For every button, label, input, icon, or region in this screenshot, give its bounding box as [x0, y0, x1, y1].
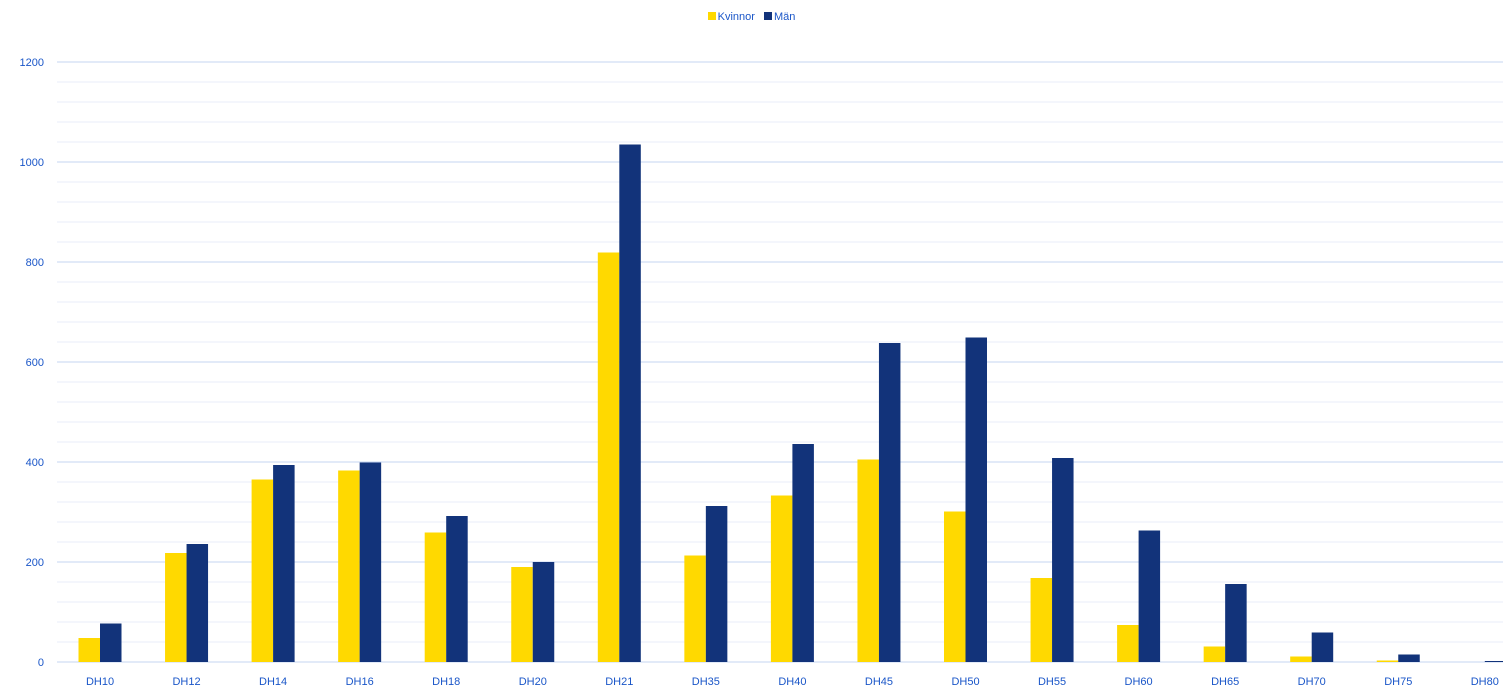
- y-tick-label: 1000: [20, 157, 44, 169]
- bars: [78, 144, 1503, 662]
- bar-kvinnor-dh45: [857, 459, 879, 662]
- bar-man-dh10: [100, 623, 122, 662]
- bar-man-dh40: [792, 444, 814, 662]
- bar-man-dh20: [532, 562, 555, 662]
- bar-man-dh45: [878, 343, 901, 662]
- x-tick-label: DH45: [865, 676, 893, 687]
- bar-man-dh60: [1138, 530, 1161, 662]
- x-tick-label: DH50: [951, 676, 979, 687]
- x-tick-label: DH80: [1471, 676, 1499, 687]
- x-tick-label: DH18: [432, 676, 460, 687]
- bar-man-dh55: [1052, 458, 1074, 662]
- legend-swatch-kvinnor: [707, 12, 716, 20]
- bar-kvinnor-dh12: [165, 553, 187, 662]
- y-tick-label: 600: [26, 357, 44, 369]
- bar-kvinnor-dh65: [1203, 646, 1226, 662]
- legend-label-man: Män: [773, 11, 796, 23]
- x-tick-label: DH20: [519, 676, 547, 687]
- y-tick-label: 800: [26, 257, 44, 269]
- gridlines: [57, 61, 1503, 663]
- bar-man-dh14: [273, 465, 295, 662]
- x-tick-label: DH16: [346, 676, 374, 687]
- x-tick-label: DH40: [778, 676, 806, 687]
- y-tick-label: 200: [26, 557, 44, 569]
- bar-kvinnor-dh10: [78, 638, 100, 662]
- legend: Kvinnor Män: [0, 11, 1503, 23]
- legend-item-man: Män: [763, 11, 796, 23]
- bar-man-dh35: [705, 506, 728, 662]
- bar-kvinnor-dh16: [338, 470, 360, 662]
- y-tick-label: 0: [38, 657, 44, 669]
- bar-kvinnor-dh70: [1290, 656, 1312, 662]
- bar-man-dh70: [1311, 632, 1334, 662]
- x-tick-label: DH75: [1384, 676, 1412, 687]
- bar-man-dh80: [1484, 661, 1503, 662]
- x-tick-label: DH70: [1298, 676, 1326, 687]
- bar-man-dh12: [186, 544, 209, 662]
- bar-kvinnor-dh40: [770, 495, 793, 662]
- x-tick-label: DH21: [605, 676, 633, 687]
- x-tick-label: DH55: [1038, 676, 1066, 687]
- bar-kvinnor-dh75: [1376, 660, 1399, 662]
- y-axis: 0 200 400 600 800 1000 1200: [20, 57, 44, 669]
- bar-kvinnor-dh55: [1030, 578, 1053, 662]
- bar-man-dh18: [446, 516, 468, 662]
- x-tick-label: DH10: [86, 676, 114, 687]
- bar-kvinnor-dh14: [251, 479, 274, 662]
- legend-swatch-man: [763, 12, 772, 20]
- bar-man-dh75: [1398, 654, 1420, 662]
- x-tick-label: DH12: [172, 676, 200, 687]
- bar-man-dh65: [1225, 584, 1247, 662]
- bar-kvinnor-dh35: [684, 555, 706, 662]
- x-tick-label: DH65: [1211, 676, 1239, 687]
- x-tick-label: DH60: [1125, 676, 1153, 687]
- x-axis: DH10 DH12 DH14 DH16 DH18 DH20 DH21 DH35 DH40 DH45…: [86, 676, 1499, 687]
- x-tick-label: DH14: [259, 676, 287, 687]
- bar-kvinnor-dh21: [597, 252, 620, 662]
- bar-kvinnor-dh60: [1117, 625, 1139, 662]
- x-tick-label: DH35: [692, 676, 720, 687]
- bar-kvinnor-dh18: [424, 532, 447, 662]
- y-tick-label: 1200: [20, 57, 44, 69]
- bar-man-dh50: [965, 337, 987, 662]
- bar-man-dh21: [619, 144, 641, 662]
- bar-kvinnor-dh50: [944, 511, 966, 662]
- bar-kvinnor-dh20: [511, 567, 533, 662]
- bar-man-dh16: [359, 462, 382, 662]
- legend-label-kvinnor: Kvinnor: [717, 11, 755, 23]
- y-tick-label: 400: [26, 457, 44, 469]
- legend-item-kvinnor: Kvinnor: [707, 11, 755, 23]
